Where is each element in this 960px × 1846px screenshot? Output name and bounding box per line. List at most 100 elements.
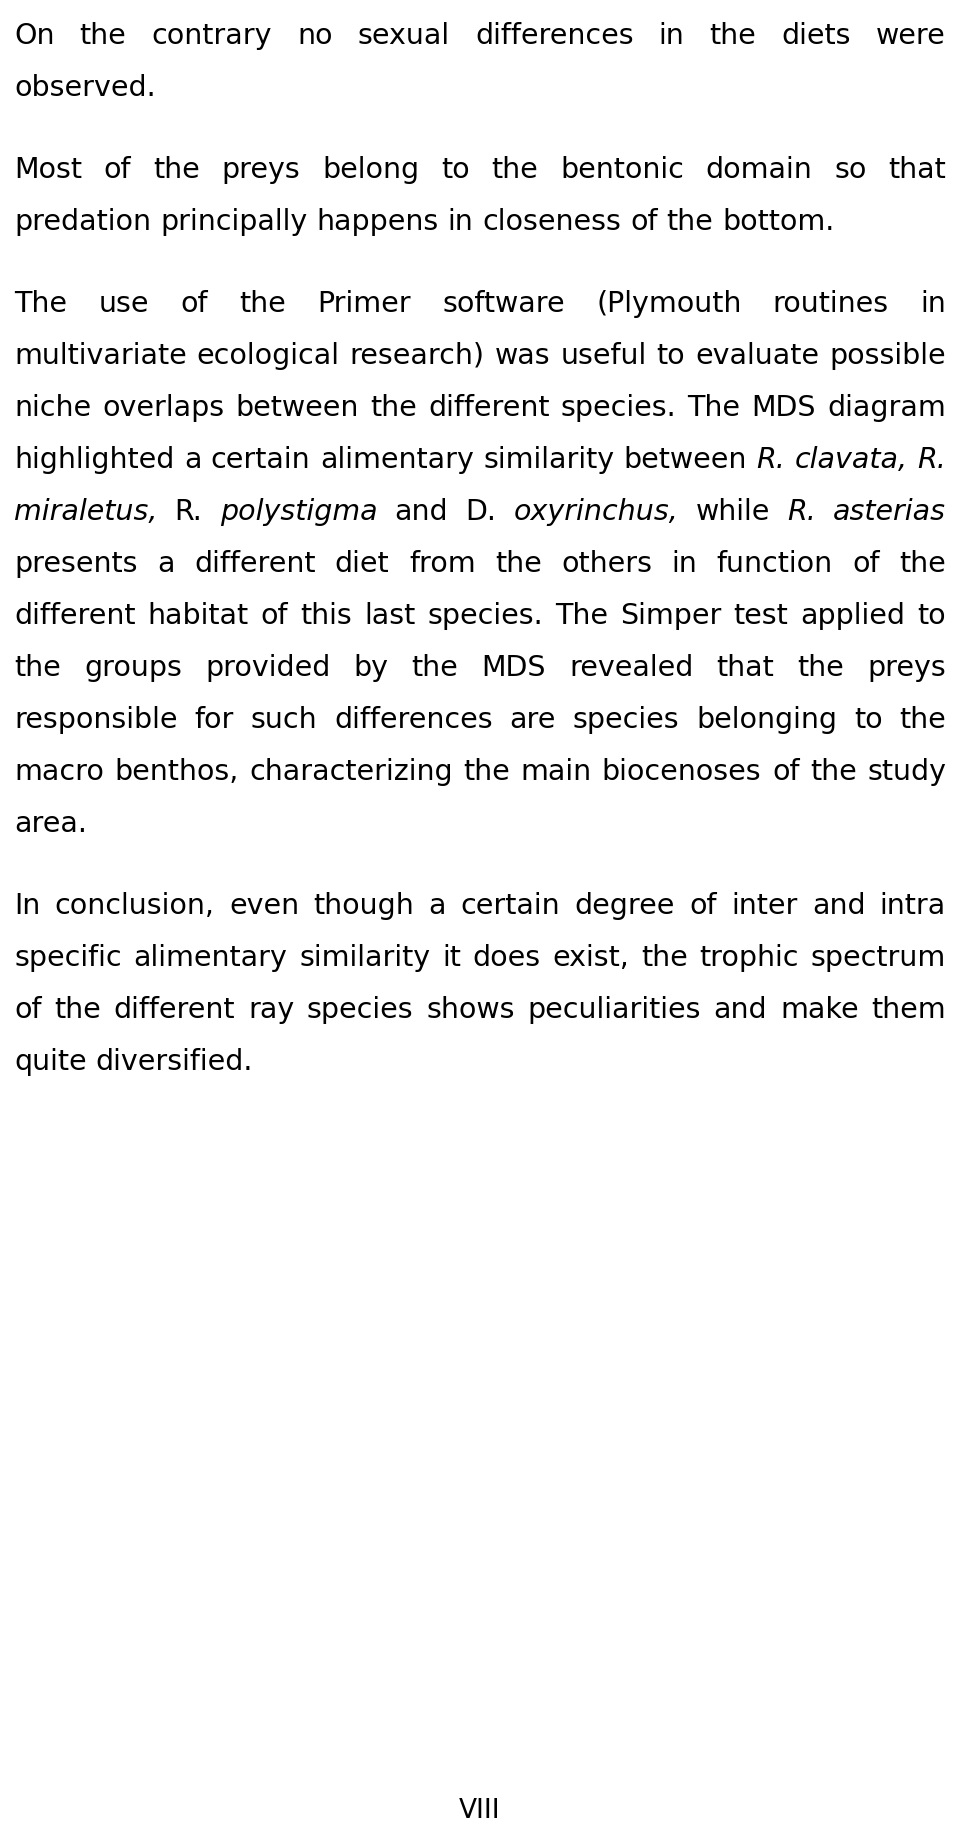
Text: clavata,: clavata,: [795, 447, 908, 474]
Text: specific: specific: [14, 943, 122, 973]
Text: exist,: exist,: [552, 943, 629, 973]
Text: in: in: [447, 209, 473, 236]
Text: trophic: trophic: [700, 943, 799, 973]
Text: ecological: ecological: [197, 342, 340, 369]
Text: that: that: [888, 157, 946, 185]
Text: the: the: [239, 290, 286, 318]
Text: to: to: [918, 602, 946, 629]
Text: of: of: [104, 157, 132, 185]
Text: the: the: [900, 705, 946, 735]
Text: D.: D.: [466, 498, 496, 526]
Text: make: make: [780, 997, 858, 1025]
Text: belong: belong: [323, 157, 420, 185]
Text: a: a: [183, 447, 202, 474]
Text: groups: groups: [84, 653, 181, 681]
Text: the: the: [709, 22, 756, 50]
Text: intra: intra: [879, 892, 946, 919]
Text: no: no: [298, 22, 333, 50]
Text: alimentary: alimentary: [133, 943, 287, 973]
Text: the: the: [666, 209, 713, 236]
Text: characterizing: characterizing: [249, 759, 452, 786]
Text: belonging: belonging: [696, 705, 837, 735]
Text: and: and: [713, 997, 767, 1025]
Text: preys: preys: [222, 157, 300, 185]
Text: the: the: [153, 157, 200, 185]
Text: domain: domain: [706, 157, 812, 185]
Text: Primer: Primer: [317, 290, 411, 318]
Text: software: software: [443, 290, 564, 318]
Text: species: species: [307, 997, 414, 1025]
Text: diversified.: diversified.: [96, 1049, 253, 1076]
Text: species.: species.: [427, 602, 543, 629]
Text: the: the: [900, 550, 946, 578]
Text: that: that: [716, 653, 775, 681]
Text: species.: species.: [561, 393, 677, 423]
Text: MDS: MDS: [481, 653, 546, 681]
Text: while: while: [695, 498, 770, 526]
Text: diet: diet: [335, 550, 390, 578]
Text: inter: inter: [731, 892, 798, 919]
Text: the: the: [80, 22, 127, 50]
Text: even: even: [228, 892, 299, 919]
Text: R.: R.: [756, 447, 785, 474]
Text: In: In: [14, 892, 40, 919]
Text: macro: macro: [14, 759, 104, 786]
Text: between: between: [235, 393, 359, 423]
Text: R.: R.: [175, 498, 203, 526]
Text: overlaps: overlaps: [103, 393, 225, 423]
Text: different: different: [428, 393, 549, 423]
Text: the: the: [492, 157, 539, 185]
Text: different: different: [113, 997, 235, 1025]
Text: certain: certain: [461, 892, 560, 919]
Text: so: so: [834, 157, 867, 185]
Text: of: of: [689, 892, 716, 919]
Text: revealed: revealed: [569, 653, 693, 681]
Text: diets: diets: [781, 22, 852, 50]
Text: benthos,: benthos,: [114, 759, 239, 786]
Text: of: of: [772, 759, 800, 786]
Text: diagram: diagram: [828, 393, 946, 423]
Text: the: the: [54, 997, 101, 1025]
Text: differences: differences: [475, 22, 634, 50]
Text: quite: quite: [14, 1049, 86, 1076]
Text: Simper: Simper: [620, 602, 722, 629]
Text: the: the: [810, 759, 856, 786]
Text: though: though: [313, 892, 414, 919]
Text: certain: certain: [211, 447, 310, 474]
Text: the: the: [641, 943, 687, 973]
Text: this: this: [300, 602, 352, 629]
Text: responsible: responsible: [14, 705, 178, 735]
Text: routines: routines: [773, 290, 889, 318]
Text: preys: preys: [867, 653, 946, 681]
Text: of: of: [261, 602, 288, 629]
Text: differences: differences: [334, 705, 492, 735]
Text: miraletus,: miraletus,: [14, 498, 157, 526]
Text: the: the: [495, 550, 541, 578]
Text: contrary: contrary: [152, 22, 272, 50]
Text: similarity: similarity: [483, 447, 614, 474]
Text: by: by: [353, 653, 389, 681]
Text: predation: predation: [14, 209, 151, 236]
Text: observed.: observed.: [14, 74, 156, 102]
Text: degree: degree: [574, 892, 675, 919]
Text: peculiarities: peculiarities: [527, 997, 701, 1025]
Text: and: and: [812, 892, 865, 919]
Text: habitat: habitat: [148, 602, 249, 629]
Text: a: a: [156, 550, 175, 578]
Text: to: to: [853, 705, 882, 735]
Text: sexual: sexual: [358, 22, 450, 50]
Text: of: of: [852, 550, 879, 578]
Text: test: test: [733, 602, 788, 629]
Text: was: was: [494, 342, 550, 369]
Text: niche: niche: [14, 393, 91, 423]
Text: different: different: [194, 550, 316, 578]
Text: to: to: [657, 342, 685, 369]
Text: of: of: [630, 209, 658, 236]
Text: of: of: [180, 290, 207, 318]
Text: principally: principally: [160, 209, 307, 236]
Text: such: such: [251, 705, 317, 735]
Text: different: different: [14, 602, 135, 629]
Text: spectrum: spectrum: [811, 943, 946, 973]
Text: R.: R.: [787, 498, 816, 526]
Text: of: of: [14, 997, 41, 1025]
